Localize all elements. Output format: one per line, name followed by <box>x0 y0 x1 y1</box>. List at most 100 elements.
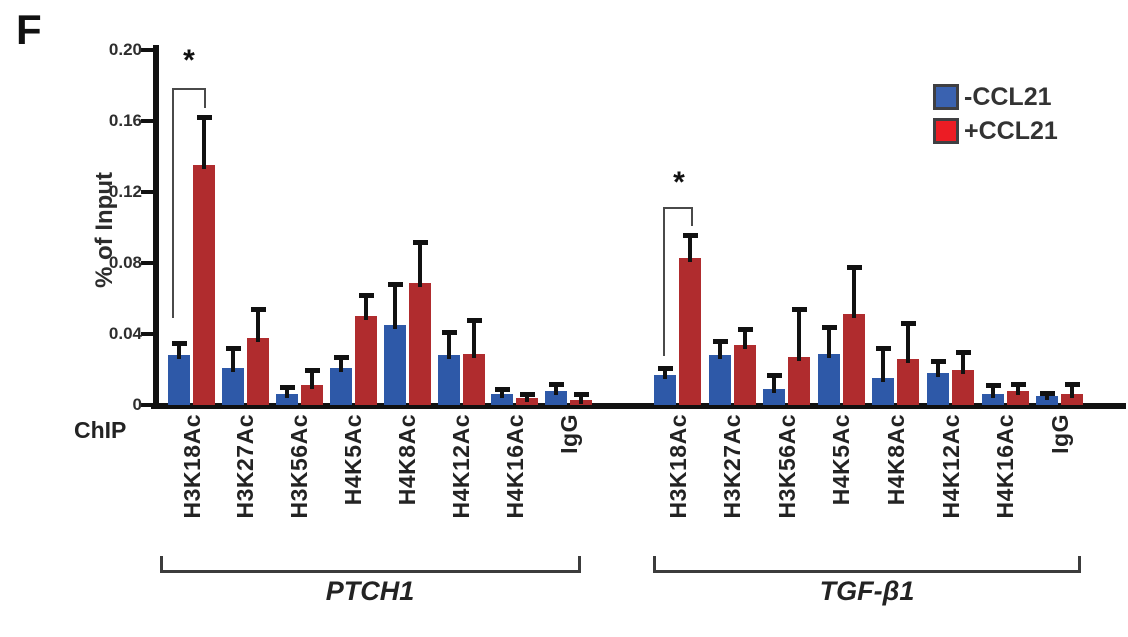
legend-row-plus-ccl21: +CCL21 <box>933 116 1058 146</box>
panel-label: F <box>16 6 42 53</box>
errorbar-ptch1-h4k5ac-ccl21 <box>338 357 343 372</box>
group-label-ptch1: PTCH1 <box>325 576 415 606</box>
errorbar-cap-tgf-1-h3k18ac-ccl21 <box>683 232 698 238</box>
errorbar-tgf-1-h3k56ac-ccl21 <box>772 374 777 393</box>
bar-tgf-1-igg-ccl21 <box>1061 394 1084 405</box>
y-tick-label-0: 0 <box>132 395 142 414</box>
significance-bracket-right-tgf-1 <box>691 207 693 226</box>
bar-ptch1-igg-ccl21 <box>545 390 568 405</box>
significance-bracket-left-ptch1 <box>172 88 174 318</box>
group-bracket-end-left-ptch1 <box>160 556 163 573</box>
errorbar-cap-ptch1-h4k5ac-ccl21 <box>358 292 374 298</box>
errorbar-cap-tgf-1-h4k16ac-ccl21 <box>1010 381 1026 387</box>
legend-label-plus-ccl21: +CCL21 <box>964 117 1058 145</box>
errorbar-ptch1-h4k16ac-ccl21 <box>500 389 505 399</box>
bar-ptch1-h4k8ac-ccl21 <box>408 282 431 405</box>
group-bracket-end-right-ptch1 <box>578 556 581 573</box>
bar-tgf-1-h4k16ac-ccl21 <box>981 394 1004 405</box>
y-tick-0.12 <box>141 190 153 194</box>
y-tick-label-0.08: 0.08 <box>108 253 142 272</box>
bar-ptch1-h4k12ac-ccl21 <box>437 355 460 405</box>
bar-ptch1-h4k5ac-ccl21 <box>354 316 377 405</box>
errorbar-tgf-1-h4k16ac-ccl21 <box>1015 383 1020 395</box>
bar-ptch1-h3k18ac-ccl21 <box>168 355 190 405</box>
errorbar-ptch1-igg-ccl21 <box>579 394 584 404</box>
significance-bracket-top-ptch1 <box>172 88 206 90</box>
bar-tgf-1-h4k5ac-ccl21 <box>817 353 840 405</box>
x-label-tgf-1-h3k27ac: H3K27Ac <box>719 414 746 519</box>
x-label-tgf-1-igg: IgG <box>1046 414 1073 454</box>
y-tick-0.04 <box>141 332 153 336</box>
x-label-ptch1-h4k12ac: H4K12Ac <box>448 414 474 519</box>
errorbar-cap-tgf-1-h4k12ac-ccl21 <box>931 358 946 364</box>
errorbar-cap-tgf-1-h4k5ac-ccl21 <box>821 324 837 330</box>
bar-tgf-1-h4k8ac-ccl21 <box>872 378 895 405</box>
group-bracket-end-left-tgf-1 <box>653 556 656 573</box>
x-label-tgf-1-h3k18ac: H3K18Ac <box>664 414 691 519</box>
errorbar-tgf-1-h4k5ac-ccl21 <box>826 326 831 358</box>
errorbar-cap-ptch1-h3k27ac-ccl21 <box>225 346 241 352</box>
bar-ptch1-h3k18ac-ccl21 <box>193 165 215 405</box>
bar-ptch1-h3k27ac-ccl21 <box>221 367 244 405</box>
y-tick-label-0.04: 0.04 <box>108 324 142 343</box>
errorbar-cap-tgf-1-h3k27ac-ccl21 <box>712 339 728 345</box>
bar-tgf-1-h4k12ac-ccl21 <box>927 373 949 405</box>
x-label-ptch1-h4k5ac: H4K5Ac <box>340 414 367 506</box>
errorbar-tgf-1-h4k5ac-ccl21 <box>851 266 856 319</box>
bar-tgf-1-h3k56ac-ccl21 <box>763 389 786 405</box>
y-tick-label-0.20: 0.20 <box>108 40 142 59</box>
errorbar-ptch1-h3k56ac-ccl21 <box>309 369 314 390</box>
legend: -CCL21 +CCL21 <box>933 82 1058 146</box>
x-label-ptch1-h3k18ac: H3K18Ac <box>178 414 205 519</box>
errorbar-cap-tgf-1-h3k18ac-ccl21 <box>658 365 673 371</box>
significance-asterisk-tgf-1: * <box>673 166 685 199</box>
errorbar-cap-ptch1-h3k56ac-ccl21 <box>304 367 320 373</box>
errorbar-cap-tgf-1-h4k8ac-ccl21 <box>876 346 892 352</box>
bar-tgf-1-h4k12ac-ccl21 <box>952 369 974 405</box>
errorbar-cap-tgf-1-h3k56ac-ccl21 <box>792 307 808 313</box>
bar-tgf-1-h3k18ac-ccl21 <box>679 257 701 405</box>
chip-axis-prefix-label: ChIP <box>74 417 127 443</box>
x-label-tgf-1-h4k16ac: H4K16Ac <box>992 414 1019 519</box>
errorbar-tgf-1-h3k27ac-ccl21 <box>717 341 722 360</box>
errorbar-cap-ptch1-h4k12ac-ccl21 <box>466 317 482 323</box>
legend-label-minus-ccl21: -CCL21 <box>964 83 1052 111</box>
y-axis-title: % of Input <box>91 172 118 288</box>
errorbar-tgf-1-h4k16ac-ccl21 <box>990 385 995 399</box>
significance-bracket-top-tgf-1 <box>663 207 693 209</box>
errorbar-cap-ptch1-h3k18ac-ccl21 <box>172 340 187 346</box>
errorbar-tgf-1-h3k27ac-ccl21 <box>742 328 747 349</box>
x-label-ptch1-h3k27ac: H3K27Ac <box>232 414 259 519</box>
errorbar-tgf-1-igg-ccl21 <box>1070 383 1075 399</box>
errorbar-ptch1-h4k5ac-ccl21 <box>363 294 368 321</box>
errorbar-tgf-1-h4k8ac-ccl21 <box>906 323 911 363</box>
legend-swatch-minus-ccl21 <box>933 84 959 110</box>
errorbar-cap-ptch1-h4k5ac-ccl21 <box>333 355 349 361</box>
bar-tgf-1-h3k18ac-ccl21 <box>654 374 676 405</box>
bar-ptch1-h4k16ac-ccl21 <box>491 394 514 405</box>
bar-tgf-1-h3k27ac-ccl21 <box>733 344 756 405</box>
errorbar-cap-ptch1-h4k16ac-ccl21 <box>495 387 511 393</box>
errorbar-cap-tgf-1-h4k8ac-ccl21 <box>901 321 917 327</box>
significance-asterisk-ptch1: * <box>183 44 195 77</box>
significance-bracket-right-ptch1 <box>204 88 206 108</box>
errorbar-cap-tgf-1-h3k56ac-ccl21 <box>767 372 783 378</box>
errorbar-cap-ptch1-h4k12ac-ccl21 <box>441 330 457 336</box>
bar-tgf-1-h4k16ac-ccl21 <box>1006 390 1029 405</box>
bar-tgf-1-h4k8ac-ccl21 <box>897 358 920 405</box>
x-label-ptch1-h4k16ac: H4K16Ac <box>501 414 528 519</box>
errorbar-tgf-1-h3k56ac-ccl21 <box>797 309 802 362</box>
y-tick-0.16 <box>141 119 153 123</box>
errorbar-tgf-1-h3k18ac-ccl21 <box>663 367 667 379</box>
y-tick-0.08 <box>141 261 153 265</box>
errorbar-tgf-1-h3k18ac-ccl21 <box>688 234 692 262</box>
x-label-ptch1-h3k56ac: H3K56Ac <box>286 414 313 519</box>
x-label-tgf-1-h4k8ac: H4K8Ac <box>882 414 909 506</box>
errorbar-tgf-1-h4k8ac-ccl21 <box>881 348 886 383</box>
errorbar-ptch1-h3k56ac-ccl21 <box>284 387 289 399</box>
bar-ptch1-h3k56ac-ccl21 <box>300 385 323 405</box>
errorbar-cap-ptch1-igg-ccl21 <box>574 392 590 398</box>
errorbar-cap-tgf-1-igg-ccl21 <box>1065 381 1081 387</box>
errorbar-cap-tgf-1-igg-ccl21 <box>1040 390 1056 396</box>
